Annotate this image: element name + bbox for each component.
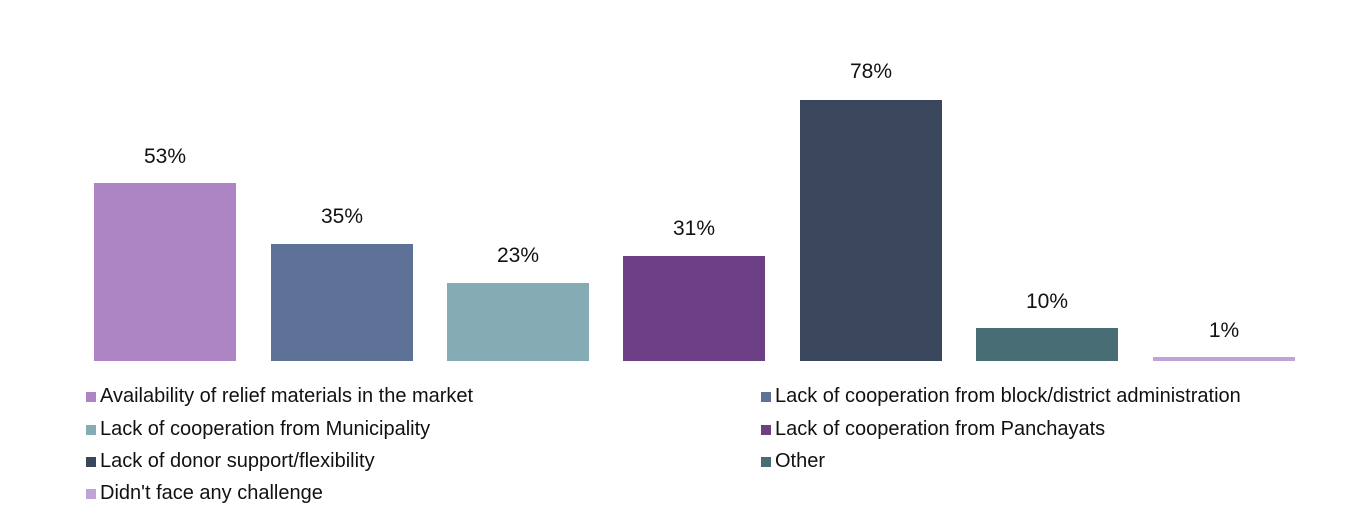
- legend-item-donor-support: Lack of donor support/flexibility: [86, 450, 375, 473]
- legend-swatch: [761, 456, 771, 467]
- legend-label: Other: [775, 450, 826, 472]
- bar-municipality: [447, 283, 589, 361]
- bar-value-label: 35%: [320, 205, 364, 228]
- legend-swatch: [761, 424, 771, 435]
- legend-swatch: [761, 391, 771, 402]
- legend-item-block-district-admin: Lack of cooperation from block/district …: [761, 385, 1241, 408]
- legend-label: Lack of cooperation from Municipality: [100, 418, 431, 440]
- legend-swatch: [86, 391, 96, 402]
- legend-item-relief-materials: Availability of relief materials in the …: [86, 385, 473, 408]
- legend-label: Didn't face any challenge: [100, 482, 323, 504]
- bar-no-challenge: [1153, 357, 1295, 361]
- bar-donor-support: [800, 100, 942, 361]
- legend-item-no-challenge: Didn't face any challenge: [86, 482, 323, 505]
- legend-item-municipality: Lack of cooperation from Municipality: [86, 418, 430, 441]
- bar-other: [976, 328, 1118, 361]
- bar-value-label: 23%: [496, 244, 540, 267]
- bar-value-label: 10%: [1025, 290, 1069, 313]
- bar-value-label: 1%: [1208, 319, 1240, 342]
- legend-label: Lack of cooperation from Panchayats: [775, 418, 1106, 440]
- bar-value-label: 31%: [672, 217, 716, 240]
- legend-item-panchayats: Lack of cooperation from Panchayats: [761, 418, 1105, 441]
- legend-swatch: [86, 424, 96, 435]
- bar-relief-materials: [94, 183, 236, 361]
- bar-block-district-admin: [271, 244, 413, 361]
- legend-item-other: Other: [761, 450, 825, 473]
- bar-value-label: 78%: [849, 60, 893, 83]
- legend-label: Lack of donor support/flexibility: [100, 450, 375, 472]
- legend-swatch: [86, 456, 96, 467]
- legend-label: Lack of cooperation from block/district …: [775, 385, 1241, 407]
- legend-swatch: [86, 488, 96, 499]
- legend-label: Availability of relief materials in the …: [100, 385, 474, 407]
- bar-value-label: 53%: [143, 145, 187, 168]
- bar-panchayats: [623, 256, 765, 361]
- bar-chart: 53% 35% 23% 31% 78% 10% 1%: [94, 60, 1295, 361]
